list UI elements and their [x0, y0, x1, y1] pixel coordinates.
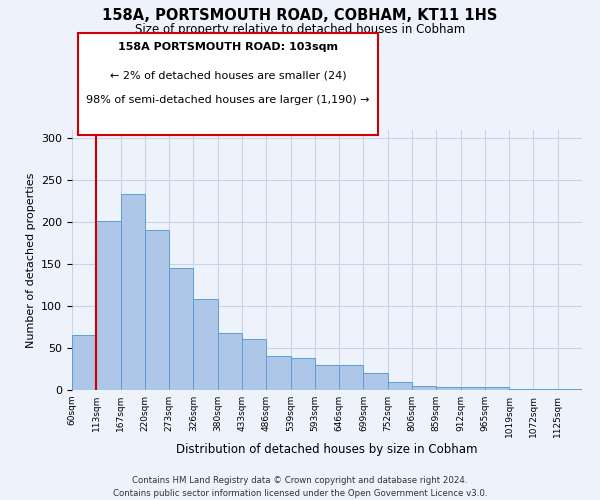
Bar [533, 389, 558, 390]
Bar [315, 365, 339, 390]
Text: 98% of semi-detached houses are larger (1,190) →: 98% of semi-detached houses are larger (… [86, 95, 370, 105]
Bar [96, 220, 121, 390]
Bar [436, 388, 461, 390]
Text: ← 2% of detached houses are smaller (24): ← 2% of detached houses are smaller (24) [110, 70, 346, 80]
Bar [72, 336, 96, 390]
Text: 158A PORTSMOUTH ROAD: 103sqm: 158A PORTSMOUTH ROAD: 103sqm [118, 42, 338, 51]
Bar [485, 388, 509, 390]
Text: Contains HM Land Registry data © Crown copyright and database right 2024.
Contai: Contains HM Land Registry data © Crown c… [113, 476, 487, 498]
Bar [193, 298, 218, 390]
Bar [412, 386, 436, 390]
Bar [266, 356, 290, 390]
Bar [509, 389, 533, 390]
Bar [121, 194, 145, 390]
Bar [388, 382, 412, 390]
Text: 158A, PORTSMOUTH ROAD, COBHAM, KT11 1HS: 158A, PORTSMOUTH ROAD, COBHAM, KT11 1HS [103, 8, 497, 22]
Bar [290, 358, 315, 390]
Bar [558, 389, 582, 390]
Bar [145, 230, 169, 390]
Bar [364, 373, 388, 390]
Bar [242, 339, 266, 390]
Text: Distribution of detached houses by size in Cobham: Distribution of detached houses by size … [176, 442, 478, 456]
Text: Size of property relative to detached houses in Cobham: Size of property relative to detached ho… [135, 22, 465, 36]
Y-axis label: Number of detached properties: Number of detached properties [26, 172, 35, 348]
Bar [218, 333, 242, 390]
Bar [339, 365, 364, 390]
Bar [169, 268, 193, 390]
Bar [461, 386, 485, 390]
